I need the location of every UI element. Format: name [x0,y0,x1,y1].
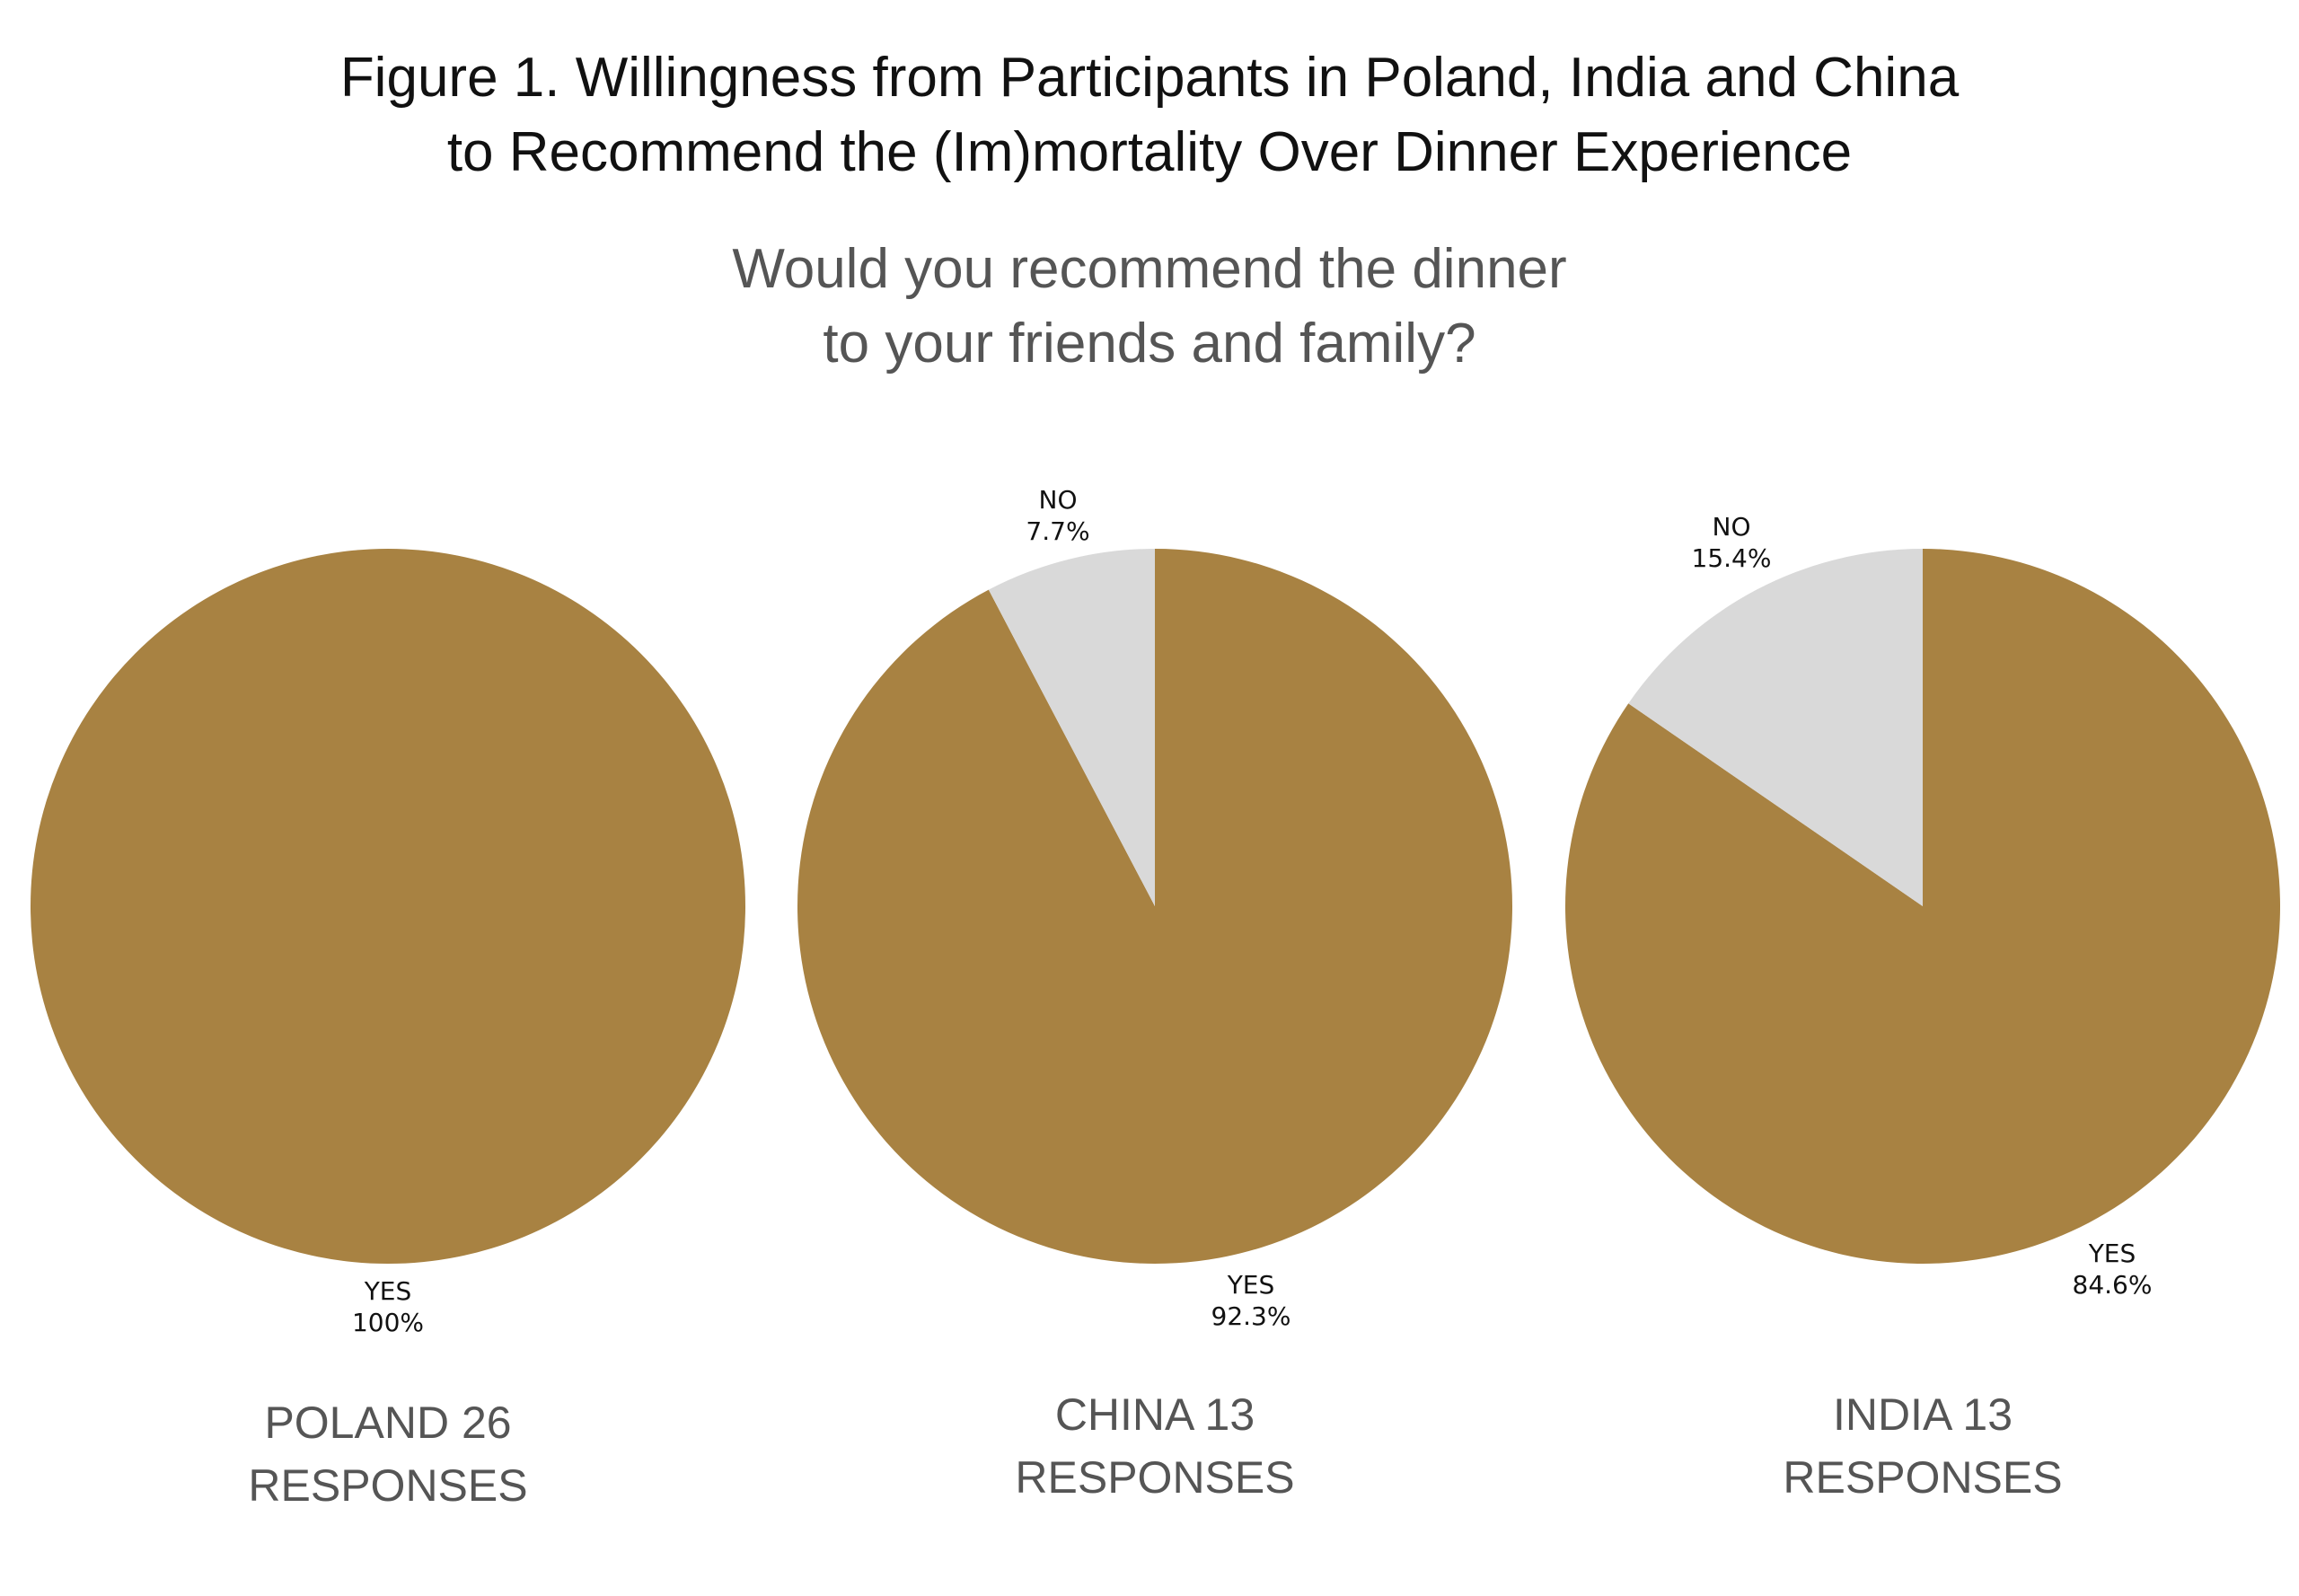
pie-0-slice-yes-label: YES [364,1276,412,1306]
pie-1-slice-no-value: 7.7% [1026,516,1089,546]
figure-title-line-2: to Recommend the (Im)mortality Over Dinn… [447,121,1852,183]
pie-0-slice-yes [31,549,745,1264]
pie-0-slice-yes-value: 100% [352,1308,424,1337]
pie-2-slice-yes [1564,549,2280,1264]
pie-1-slice-yes-value: 92.3% [1211,1301,1291,1331]
pie-2-slice-no-value: 15.4% [1692,543,1772,573]
pie-1-slice-yes [797,549,1512,1265]
pie-0-caption-line-2: RESPONSES [248,1460,527,1511]
pie-0-caption-line-1: POLAND 26 [264,1398,511,1448]
pie-2-slice-no-label: NO [1713,512,1751,542]
pie-2-slice-no [1628,549,1923,906]
pie-1-slice-no-label: NO [1039,485,1078,515]
pie-1-caption-line-1: CHINA 13 [1055,1389,1255,1440]
question-line-1: Would you recommend the dinner [732,238,1566,300]
figure-title-line-1: Figure 1. Willingness from Participants … [340,47,1960,109]
pie-2-slice-yes-label: YES [2088,1239,2136,1268]
pie-1-slice-yes-label: YES [1227,1270,1275,1300]
question-line-2: to your friends and family? [823,313,1475,375]
pie-2-slice-yes-value: 84.6% [2073,1270,2153,1300]
pie-2-caption-line-2: RESPONSES [1783,1452,2062,1503]
pie-1-slice-no [988,549,1155,906]
pie-1-caption-line-2: RESPONSES [1015,1452,1294,1503]
pie-2-caption-line-1: INDIA 13 [1833,1389,2013,1440]
